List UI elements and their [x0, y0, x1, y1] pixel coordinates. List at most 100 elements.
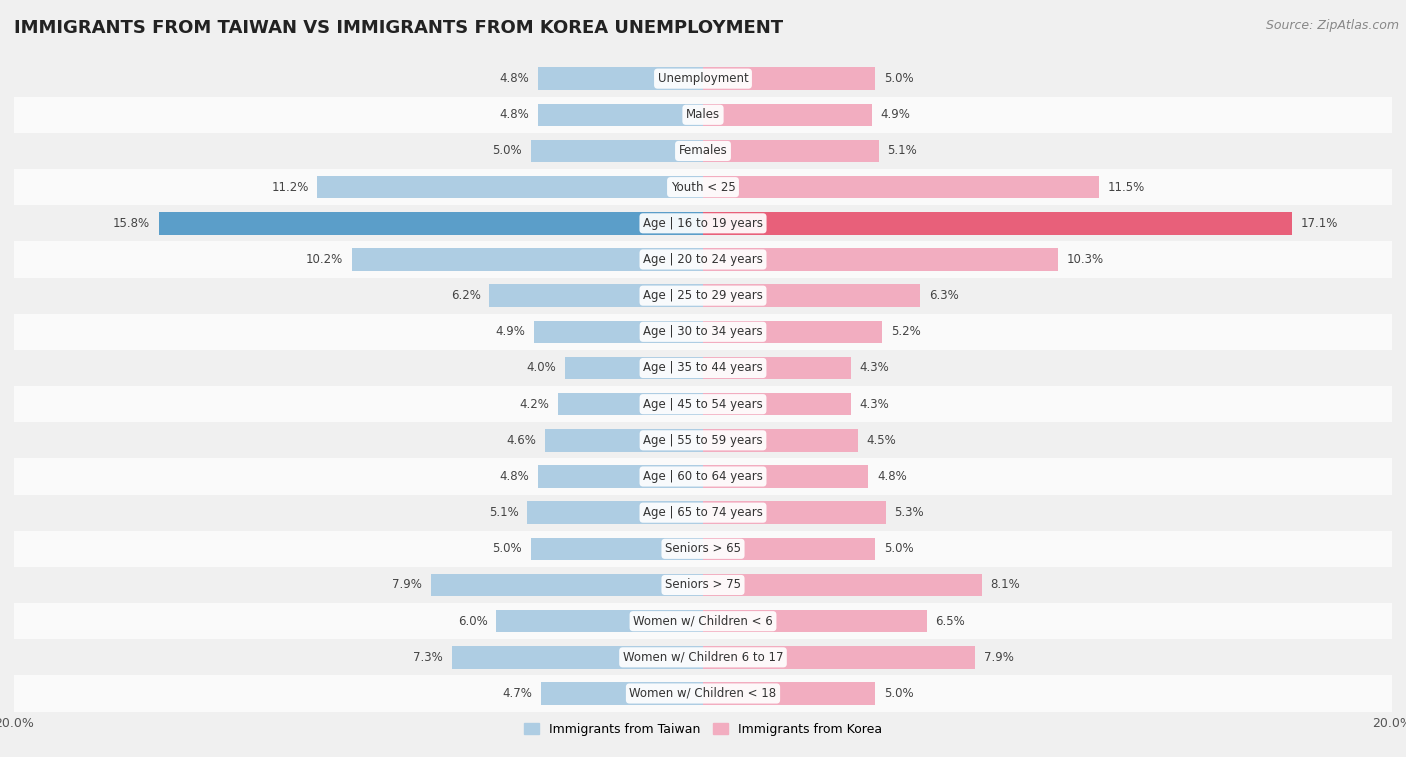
Bar	[565, 357, 703, 379]
Bar	[14, 313, 1392, 350]
Text: 17.1%: 17.1%	[1301, 217, 1339, 230]
Text: 6.5%: 6.5%	[935, 615, 966, 628]
Text: Women w/ Children < 6: Women w/ Children < 6	[633, 615, 773, 628]
Bar	[703, 501, 886, 524]
Bar	[531, 537, 703, 560]
Bar	[703, 248, 1057, 271]
Text: 5.3%: 5.3%	[894, 506, 924, 519]
Bar	[14, 350, 1392, 386]
Bar	[14, 133, 1392, 169]
Text: Youth < 25: Youth < 25	[671, 181, 735, 194]
Bar	[703, 212, 1292, 235]
Text: 4.9%: 4.9%	[880, 108, 910, 121]
Bar	[703, 357, 851, 379]
Text: Age | 30 to 34 years: Age | 30 to 34 years	[643, 326, 763, 338]
Text: Age | 60 to 64 years: Age | 60 to 64 years	[643, 470, 763, 483]
Text: 4.5%: 4.5%	[866, 434, 897, 447]
Bar	[14, 494, 1392, 531]
Bar	[14, 459, 1392, 494]
Text: 6.0%: 6.0%	[458, 615, 488, 628]
Text: 4.8%: 4.8%	[499, 72, 529, 85]
Bar	[537, 104, 703, 126]
Text: 8.1%: 8.1%	[991, 578, 1021, 591]
Text: Seniors > 65: Seniors > 65	[665, 542, 741, 556]
Bar	[451, 646, 703, 668]
Text: 4.7%: 4.7%	[502, 687, 533, 700]
Text: 4.8%: 4.8%	[499, 108, 529, 121]
Bar	[541, 682, 703, 705]
Text: 5.0%: 5.0%	[884, 72, 914, 85]
Bar	[703, 321, 882, 343]
Bar	[703, 140, 879, 162]
Bar	[703, 176, 1099, 198]
Text: Females: Females	[679, 145, 727, 157]
Bar	[14, 531, 1392, 567]
Text: Unemployment: Unemployment	[658, 72, 748, 85]
Text: 4.8%: 4.8%	[499, 470, 529, 483]
Text: 4.3%: 4.3%	[859, 362, 890, 375]
Bar	[318, 176, 703, 198]
Bar	[703, 104, 872, 126]
Text: 10.2%: 10.2%	[305, 253, 343, 266]
Bar	[537, 67, 703, 90]
Bar	[703, 466, 869, 488]
Text: Source: ZipAtlas.com: Source: ZipAtlas.com	[1265, 19, 1399, 32]
Text: 7.9%: 7.9%	[984, 651, 1014, 664]
Text: 5.0%: 5.0%	[492, 145, 522, 157]
Text: Age | 65 to 74 years: Age | 65 to 74 years	[643, 506, 763, 519]
Text: Women w/ Children 6 to 17: Women w/ Children 6 to 17	[623, 651, 783, 664]
Text: 4.9%: 4.9%	[496, 326, 526, 338]
Text: Seniors > 75: Seniors > 75	[665, 578, 741, 591]
Text: 11.5%: 11.5%	[1108, 181, 1144, 194]
Bar	[352, 248, 703, 271]
Bar	[703, 610, 927, 632]
Bar	[703, 537, 875, 560]
Text: 7.9%: 7.9%	[392, 578, 422, 591]
Text: Age | 16 to 19 years: Age | 16 to 19 years	[643, 217, 763, 230]
Bar	[14, 567, 1392, 603]
Text: 5.0%: 5.0%	[884, 687, 914, 700]
Text: Age | 20 to 24 years: Age | 20 to 24 years	[643, 253, 763, 266]
Bar	[703, 574, 981, 597]
Text: 4.2%: 4.2%	[520, 397, 550, 410]
Bar	[14, 386, 1392, 422]
Bar	[496, 610, 703, 632]
Text: IMMIGRANTS FROM TAIWAN VS IMMIGRANTS FROM KOREA UNEMPLOYMENT: IMMIGRANTS FROM TAIWAN VS IMMIGRANTS FRO…	[14, 19, 783, 37]
Text: 5.0%: 5.0%	[492, 542, 522, 556]
Text: Males: Males	[686, 108, 720, 121]
Bar	[703, 429, 858, 451]
Text: 5.0%: 5.0%	[884, 542, 914, 556]
Bar	[14, 169, 1392, 205]
Text: Age | 45 to 54 years: Age | 45 to 54 years	[643, 397, 763, 410]
Text: 15.8%: 15.8%	[112, 217, 150, 230]
Bar	[703, 682, 875, 705]
Text: 7.3%: 7.3%	[413, 651, 443, 664]
Text: 4.6%: 4.6%	[506, 434, 536, 447]
Bar	[14, 61, 1392, 97]
Bar	[703, 646, 976, 668]
Text: 6.2%: 6.2%	[451, 289, 481, 302]
Text: 4.8%: 4.8%	[877, 470, 907, 483]
Bar	[14, 241, 1392, 278]
Bar	[703, 393, 851, 416]
Bar	[703, 285, 920, 307]
Bar	[14, 97, 1392, 133]
Bar	[544, 429, 703, 451]
Text: 5.1%: 5.1%	[489, 506, 519, 519]
Bar	[159, 212, 703, 235]
Bar	[531, 140, 703, 162]
Text: 5.2%: 5.2%	[891, 326, 921, 338]
Bar	[537, 466, 703, 488]
Text: 10.3%: 10.3%	[1066, 253, 1104, 266]
Bar	[489, 285, 703, 307]
Bar	[14, 675, 1392, 712]
Bar	[534, 321, 703, 343]
Text: Age | 25 to 29 years: Age | 25 to 29 years	[643, 289, 763, 302]
Legend: Immigrants from Taiwan, Immigrants from Korea: Immigrants from Taiwan, Immigrants from …	[519, 718, 887, 741]
Bar	[14, 278, 1392, 313]
Bar	[14, 422, 1392, 459]
Bar	[14, 639, 1392, 675]
Bar	[14, 205, 1392, 241]
Text: 4.3%: 4.3%	[859, 397, 890, 410]
Bar	[430, 574, 703, 597]
